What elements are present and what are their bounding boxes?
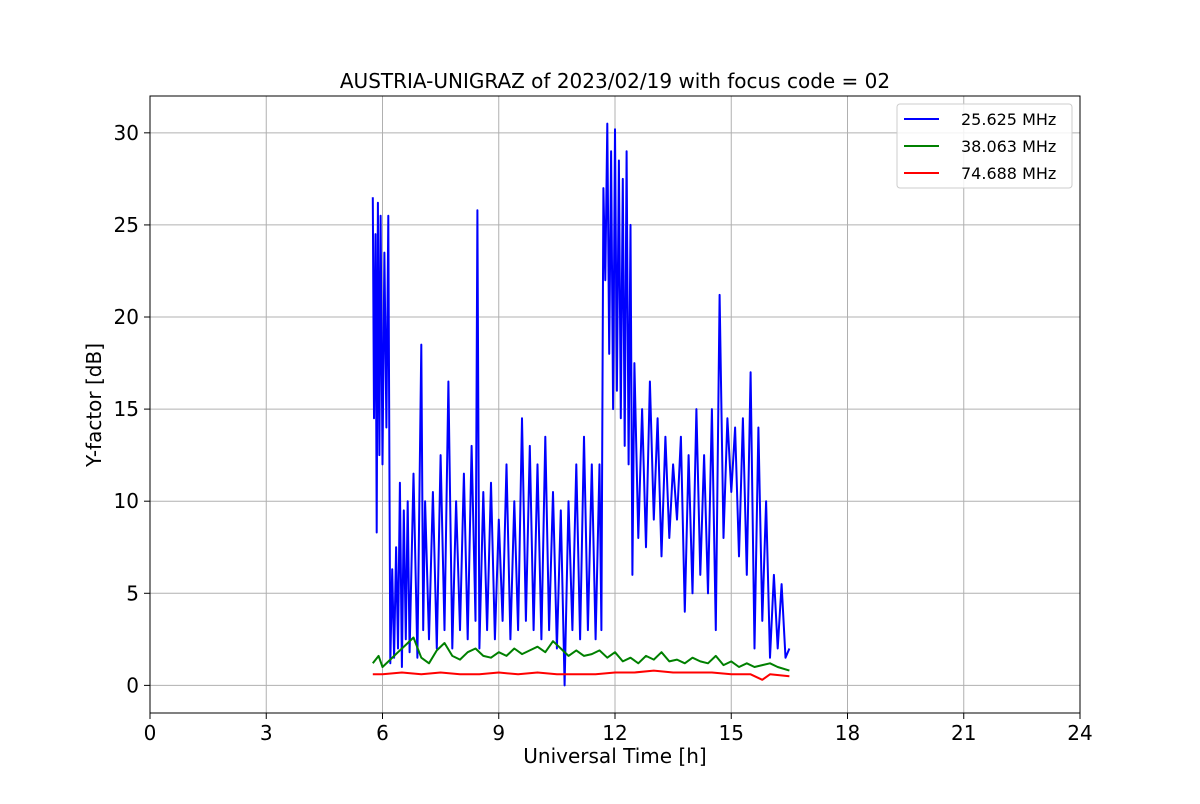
series-line-2 — [372, 636, 790, 672]
legend-label: 25.625 MHz — [961, 110, 1056, 129]
x-tick-label: 9 — [492, 721, 505, 745]
y-tick-label: 10 — [114, 489, 139, 513]
x-tick-label: 21 — [951, 721, 976, 745]
y-tick-label: 30 — [114, 121, 139, 145]
x-tick-label: 0 — [144, 721, 157, 745]
x-tick-label: 18 — [835, 721, 860, 745]
y-tick-label: 5 — [126, 581, 139, 605]
legend-label: 38.063 MHz — [961, 137, 1056, 156]
series-line-1 — [371, 122, 791, 687]
x-tick-label: 3 — [260, 721, 273, 745]
legend: 25.625 MHz 38.063 MHz 74.688 MHz — [896, 103, 1073, 189]
grid — [149, 96, 1081, 713]
y-tick-label: 25 — [114, 213, 139, 237]
chart-title: AUSTRIA-UNIGRAZ of 2023/02/19 with focus… — [340, 69, 890, 93]
x-tick-label: 24 — [1067, 721, 1092, 745]
y-axis-label: Y-factor [dB] — [82, 343, 106, 468]
ticks: 0 3 6 9 12 15 18 21 24 0 5 10 15 20 25 30 — [114, 121, 1093, 745]
y-tick-label: 0 — [126, 673, 139, 697]
x-tick-label: 12 — [602, 721, 627, 745]
y-tick-label: 20 — [114, 305, 139, 329]
legend-label: 74.688 MHz — [961, 164, 1056, 183]
legend-box — [896, 103, 1073, 189]
x-tick-label: 6 — [376, 721, 389, 745]
series-layer — [371, 122, 791, 687]
x-tick-label: 15 — [719, 721, 744, 745]
series-line-3 — [372, 669, 790, 681]
x-axis-label: Universal Time [h] — [523, 744, 706, 768]
y-tick-label: 15 — [114, 397, 139, 421]
